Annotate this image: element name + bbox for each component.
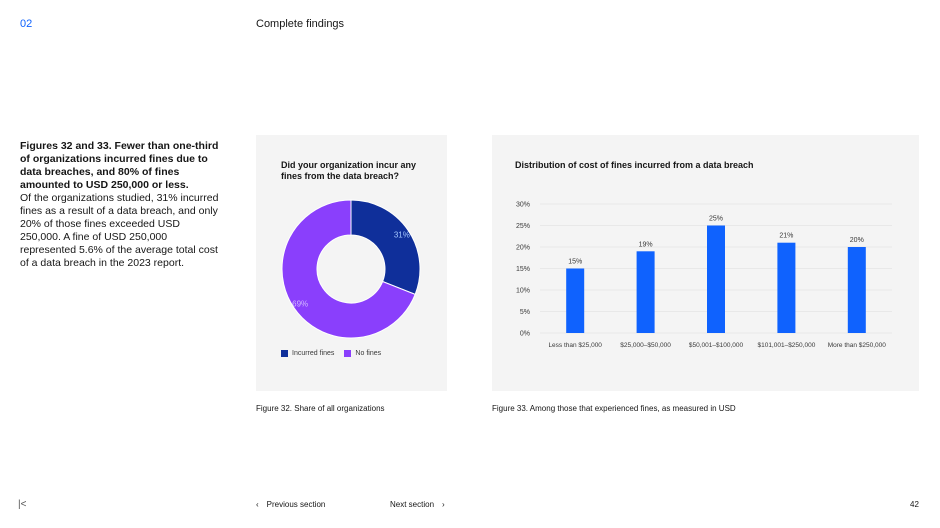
bar — [707, 225, 725, 333]
chevron-left-icon: ‹ — [256, 500, 259, 509]
previous-section-link[interactable]: ‹ Previous section — [256, 500, 325, 509]
bar-chart-title: Distribution of cost of fines incurred f… — [515, 160, 754, 170]
donut-chart: 31% 69% — [281, 199, 421, 339]
y-tick-label: 15% — [516, 266, 530, 273]
bar-chart: 0% 5% 10% 15% 20% 25% 30% 15% Less than $25,000 1… — [516, 202, 892, 349]
intro-text: Figures 32 and 33. Fewer than one-third … — [20, 140, 220, 270]
y-tick-label: 0% — [520, 331, 530, 338]
donut-legend: Incurred fines No fines — [281, 350, 381, 357]
x-tick-label: $25,000–$50,000 — [620, 342, 671, 349]
legend-swatch-no-fines — [344, 350, 352, 357]
section-number: 02 — [20, 18, 33, 30]
bar — [636, 251, 655, 333]
bar-data-label: 19% — [639, 241, 653, 248]
bar — [566, 268, 585, 333]
figure-33-caption: Figure 33. Among those that experienced … — [492, 404, 736, 413]
next-section-label: Next section — [390, 500, 435, 509]
legend-label-no-fines: No fines — [355, 350, 382, 357]
donut-slice-no-fines — [281, 199, 416, 339]
intro-body: Of the organizations studied, 31% incurr… — [20, 192, 219, 269]
x-tick-label: Less than $25,000 — [548, 342, 602, 349]
donut-slice-incurred — [350, 199, 421, 296]
bar — [777, 242, 796, 333]
bar-data-label: 15% — [568, 259, 582, 266]
x-tick-label: More than $250,000 — [828, 342, 887, 349]
page-number: 42 — [910, 500, 919, 509]
y-tick-label: 10% — [516, 288, 530, 295]
figure-32-caption: Figure 32. Share of all organizations — [256, 404, 385, 413]
bar — [847, 247, 866, 333]
x-tick-label: $101,001–$250,000 — [757, 342, 815, 349]
y-tick-label: 25% — [516, 223, 530, 230]
first-page-icon[interactable]: |< — [18, 499, 27, 510]
legend-label-incurred: Incurred fines — [292, 350, 335, 357]
donut-chart-title: Did your organization incur any fines fr… — [281, 160, 417, 181]
bar-data-label: 21% — [779, 233, 793, 240]
chevron-right-icon: › — [442, 500, 445, 509]
x-tick-label: $50,001–$100,000 — [689, 342, 744, 349]
intro-heading: Figures 32 and 33. Fewer than one-third … — [20, 140, 219, 191]
bar-data-label: 20% — [850, 237, 864, 244]
donut-data-label: 31% — [394, 230, 410, 239]
next-section-link[interactable]: Next section › — [390, 500, 445, 509]
y-tick-label: 30% — [516, 202, 530, 209]
previous-section-label: Previous section — [266, 500, 326, 509]
y-tick-label: 5% — [520, 309, 530, 316]
y-tick-label: 20% — [516, 245, 530, 252]
legend-swatch-incurred — [281, 350, 288, 357]
page-title: Complete findings — [256, 18, 345, 30]
bar-data-label: 25% — [709, 216, 723, 223]
donut-data-label: 69% — [292, 300, 308, 309]
